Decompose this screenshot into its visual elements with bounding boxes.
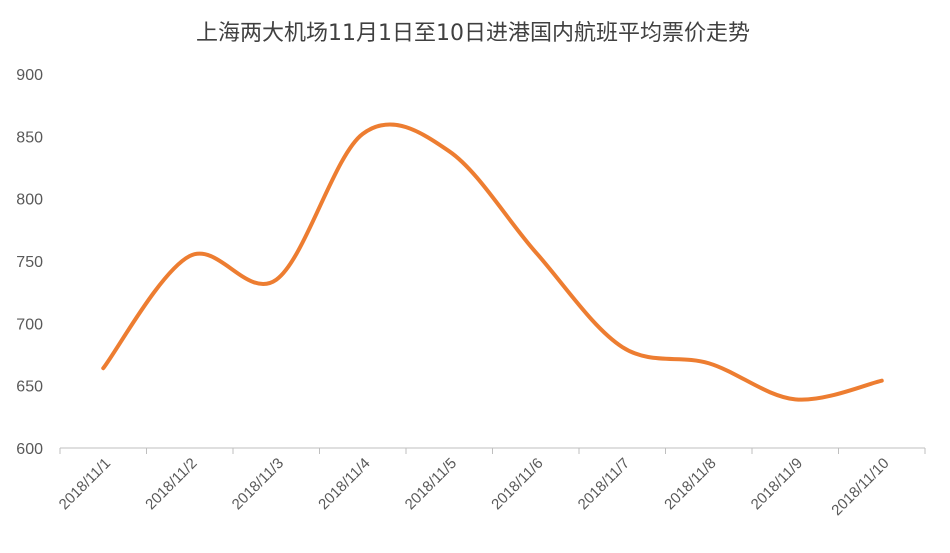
y-tick-label: 600 [16,441,43,458]
x-tick-label: 2018/11/10 [828,455,892,519]
x-tick-label: 2018/11/8 [661,455,719,513]
x-tick-label: 2018/11/6 [488,455,546,513]
y-axis: 600 650 700 750 800 850 900 [16,67,43,458]
x-tick-label: 2018/11/2 [142,455,200,513]
y-tick-label: 850 [16,129,43,146]
data-point [534,250,538,254]
data-point [188,254,192,258]
x-tick-label: 2018/11/7 [575,455,633,513]
data-point [447,149,451,153]
data-point [274,278,278,282]
series-line-0 [101,122,884,402]
y-tick-label: 750 [16,254,43,271]
y-tick-label: 900 [16,67,43,84]
data-point [707,361,711,365]
plot-area [101,122,884,402]
x-tick-label: 2018/11/5 [402,455,460,513]
x-tick-label: 2018/11/9 [748,455,806,513]
x-axis: 2018/11/1 2018/11/2 2018/11/3 2018/11/4 2018… [56,447,926,519]
x-tick-label: 2018/11/3 [229,455,287,513]
y-tick-label: 800 [16,192,43,209]
y-tick-label: 650 [16,379,43,396]
data-point [101,366,105,370]
data-point [793,397,797,401]
chart-title: 上海两大机场11月1日至10日进港国内航班平均票价走势 [196,21,750,46]
data-point [880,379,884,383]
data-point [620,345,624,349]
y-tick-label: 700 [16,316,43,333]
data-point [361,132,365,136]
x-tick-label: 2018/11/1 [56,455,114,513]
x-tick-label: 2018/11/4 [315,455,373,513]
